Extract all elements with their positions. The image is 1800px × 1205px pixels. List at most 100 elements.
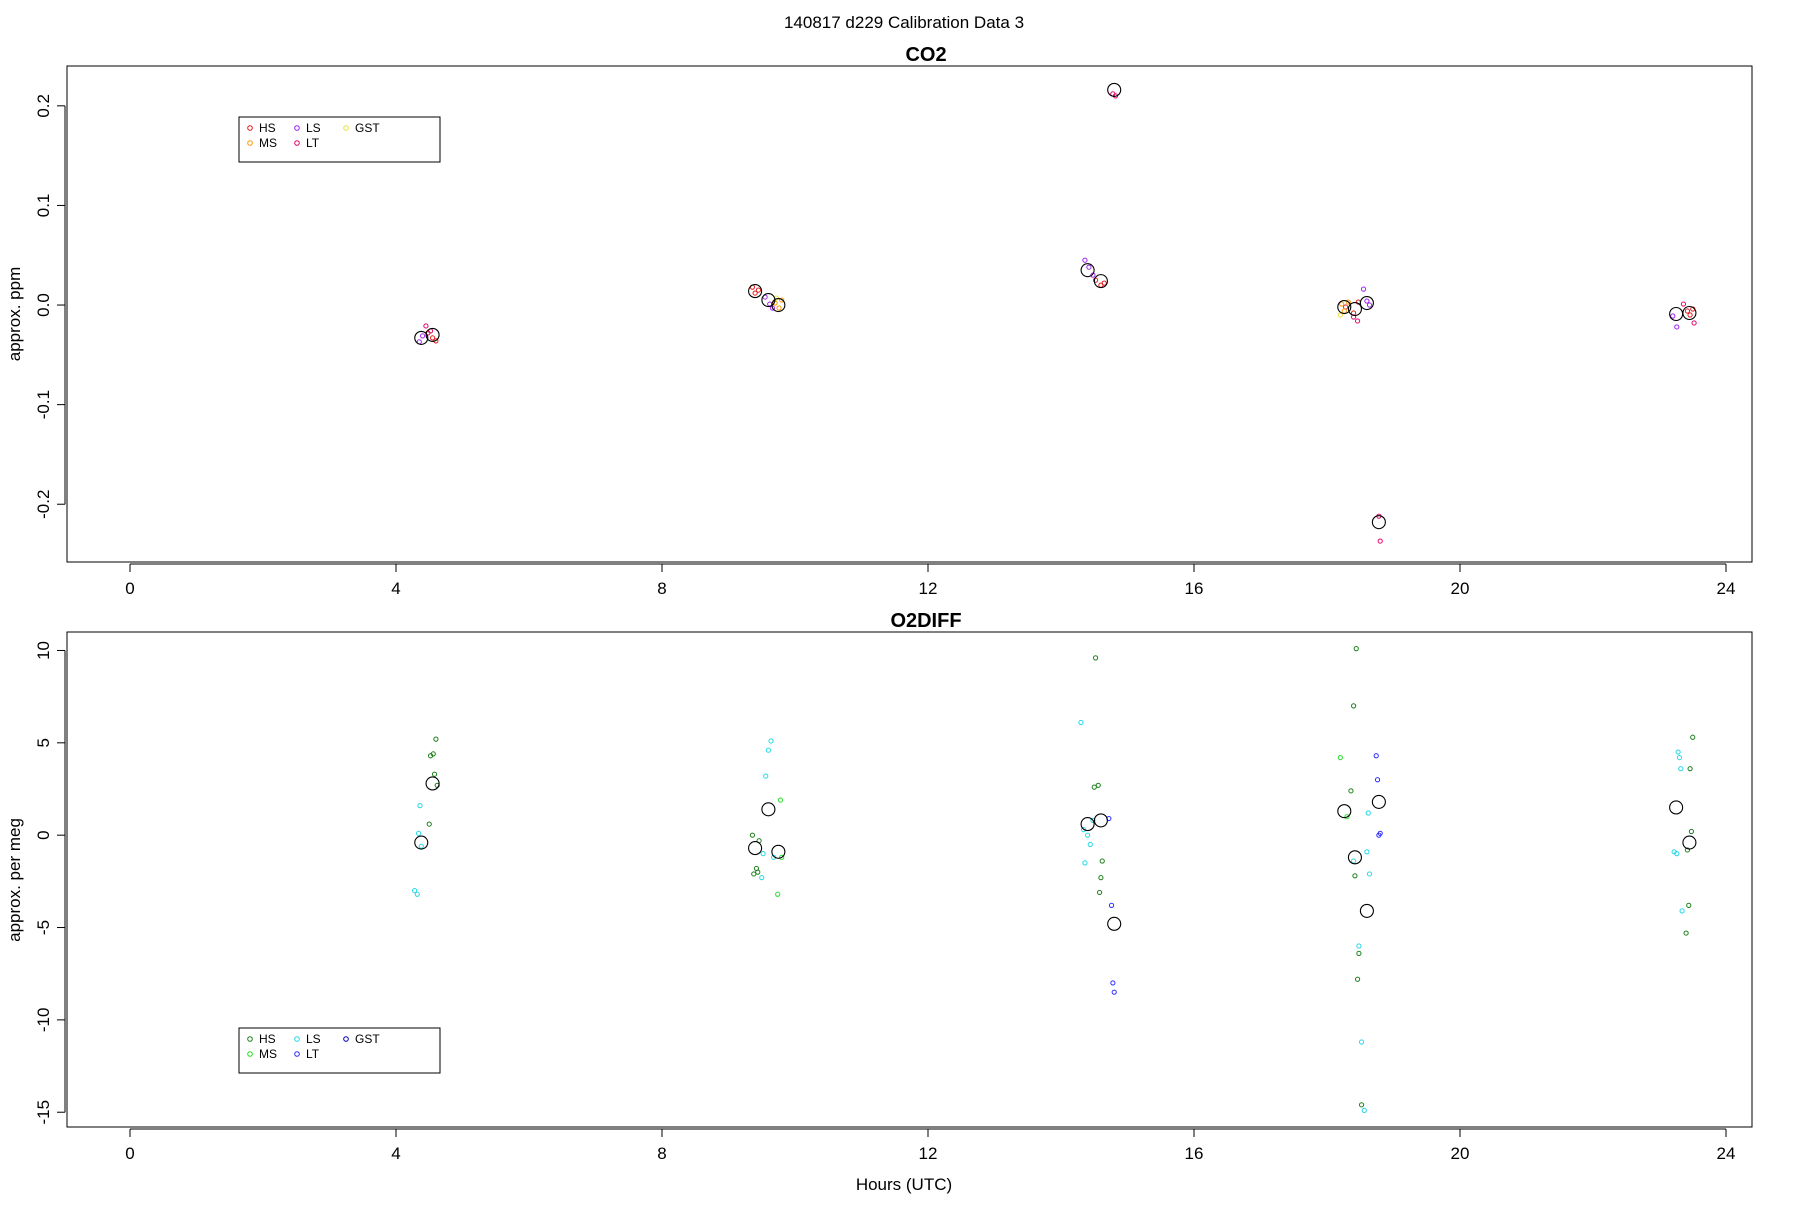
y-axis-label-co2: approx. ppm: [5, 267, 24, 362]
mean-point: [1093, 274, 1108, 289]
y-tick-label: -0.1: [34, 390, 53, 419]
mean-point: [425, 776, 440, 791]
point-ls: [417, 803, 423, 809]
point-hs: [426, 821, 432, 827]
legend-marker-gst: [343, 1036, 349, 1042]
mean-point: [1347, 301, 1362, 317]
x-tick-label: 12: [919, 1144, 938, 1163]
point-lt: [1377, 830, 1383, 836]
point-hs: [1687, 766, 1693, 772]
x-tick-label: 20: [1451, 1144, 1470, 1163]
point-hs: [1684, 308, 1691, 314]
point-lt: [1680, 301, 1687, 307]
point-ms: [777, 797, 783, 803]
y-tick-label: 0: [34, 830, 53, 839]
point-hs: [755, 869, 761, 875]
mean-point: [1359, 295, 1374, 311]
panel-o2diff: O2DIFF approx. per meg 0 4 8 12 16 20 24 -15 -10…: [5, 610, 1753, 1163]
point-hs: [752, 290, 758, 296]
legend-marker-lt: [294, 1051, 300, 1057]
point-ls: [1674, 851, 1680, 857]
point-hs: [1356, 950, 1362, 956]
point-ls: [1678, 766, 1684, 772]
plot-frame-co2: [66, 65, 1753, 563]
mean-point: [1669, 800, 1684, 815]
point-ms: [1337, 754, 1343, 761]
x-tick-label: 0: [125, 579, 134, 598]
point-lt: [423, 323, 429, 329]
point-ls: [1082, 860, 1088, 866]
legend-box: [238, 1027, 441, 1074]
legend-label-gst: GST: [355, 121, 380, 135]
mean-point: [771, 297, 786, 313]
mean-point: [748, 284, 763, 299]
legend-label-hs: HS: [259, 1032, 276, 1046]
point-hs: [433, 736, 439, 742]
point-hs: [1683, 930, 1689, 936]
legend-marker-ls: [294, 125, 300, 131]
point-ms: [776, 305, 782, 311]
point-ls: [414, 891, 420, 897]
point-ms: [1339, 301, 1345, 307]
point-hs: [1096, 889, 1103, 896]
point-ls: [1675, 749, 1681, 755]
mean-point: [761, 802, 776, 817]
point-ls: [1351, 858, 1357, 864]
y-tick-label: 0.0: [34, 293, 53, 317]
legend-label-ms: MS: [259, 1047, 277, 1061]
y-tick-label: -15: [34, 1100, 53, 1125]
point-lt: [1691, 320, 1697, 326]
mean-point: [1347, 850, 1362, 865]
point-ls: [1361, 1107, 1367, 1113]
point-hs: [1354, 976, 1361, 982]
mean-point: [1080, 263, 1095, 278]
plot-frame-o2diff: [66, 631, 1753, 1128]
legend-marker-ls: [294, 1036, 300, 1042]
legend-label-ms: MS: [259, 136, 277, 150]
point-lt: [1111, 989, 1117, 995]
point-hs: [1353, 646, 1359, 652]
x-tick-label: 8: [657, 1144, 666, 1163]
y-tick-label: -0.2: [34, 490, 53, 519]
legend-marker-lt: [294, 140, 300, 146]
point-ls: [416, 830, 422, 836]
point-ls: [768, 738, 774, 744]
point-ls: [1676, 754, 1683, 761]
x-tick-label: 4: [391, 1144, 400, 1163]
point-ls: [760, 851, 766, 857]
point-ls: [1087, 841, 1093, 848]
point-ms: [775, 891, 781, 897]
point-hs: [1684, 847, 1691, 853]
mean-point: [1107, 82, 1122, 97]
panel-title-co2: CO2: [905, 44, 946, 66]
point-ls: [763, 773, 769, 779]
point-ls: [1358, 1039, 1365, 1045]
mean-point: [1371, 794, 1386, 809]
point-hs: [1688, 828, 1695, 835]
point-ls: [1366, 302, 1373, 308]
point-hs: [1690, 734, 1696, 740]
legend-label-ls: LS: [306, 1032, 321, 1046]
point-ls: [765, 747, 772, 753]
legend-label-gst: GST: [355, 1032, 380, 1046]
mean-point: [771, 844, 786, 859]
y-axis-label-o2diff: approx. per meg: [5, 818, 24, 942]
figure-title: 140817 d229 Calibration Data 3: [784, 13, 1024, 32]
y-tick-label: 10: [34, 641, 53, 660]
point-hs: [1098, 875, 1104, 881]
panel-co2: CO2 approx. ppm 0 4 8 12 16 20 24 -0.2 -0.1 0.0 0.…: [5, 44, 1753, 598]
point-hs: [1091, 784, 1097, 790]
legend-label-hs: HS: [259, 121, 276, 135]
point-ls: [1360, 286, 1367, 292]
point-gst: [1337, 312, 1343, 318]
legend-marker-ms: [247, 1051, 253, 1057]
mean-point: [761, 293, 776, 308]
point-ls: [420, 333, 426, 339]
x-tick-label: 20: [1451, 579, 1470, 598]
point-ls: [418, 843, 424, 849]
point-hs: [1352, 873, 1358, 879]
y-tick-label: -5: [34, 920, 53, 935]
